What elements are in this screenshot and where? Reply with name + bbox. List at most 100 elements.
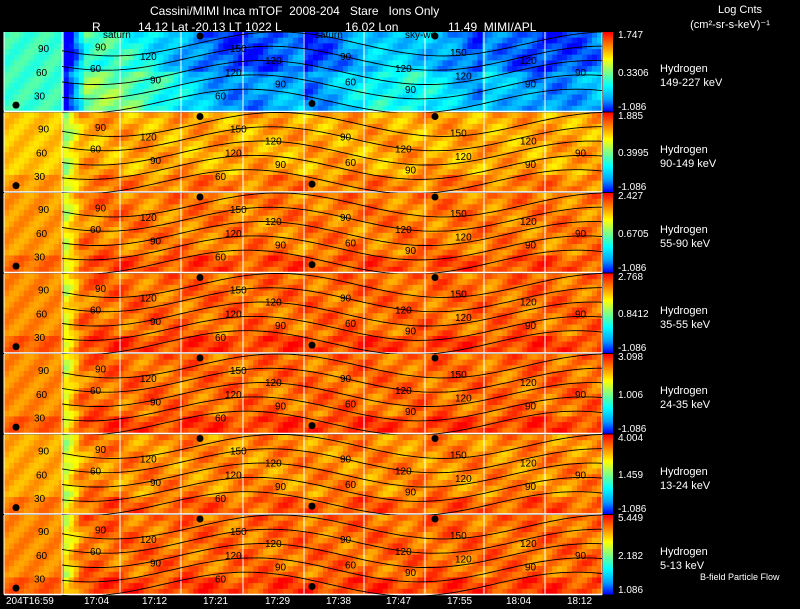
heatmap-cell: [203, 123, 209, 131]
heatmap-cell: [53, 169, 60, 176]
heatmap-cell: [143, 261, 150, 268]
heatmap-cell: [93, 71, 100, 78]
heatmap-cell: [452, 43, 458, 50]
heatmap-cell: [362, 163, 369, 170]
heatmap-cell: [78, 193, 85, 200]
heatmap-cell: [238, 227, 244, 234]
heatmap-cell: [63, 186, 70, 193]
heatmap-cell: [168, 100, 174, 107]
heatmap-cell: [198, 135, 204, 142]
heatmap-cell: [128, 140, 135, 148]
heatmap-cell: [377, 174, 384, 182]
heatmap-cell: [347, 49, 354, 56]
heatmap-cell: [113, 210, 120, 217]
heatmap-cell: [397, 88, 404, 95]
heatmap-cell: [317, 215, 324, 222]
heatmap-cell: [298, 32, 304, 39]
heatmap-cell: [392, 118, 399, 125]
heatmap-cell: [572, 227, 578, 234]
heatmap-cell: [407, 129, 414, 136]
heatmap-cell: [407, 54, 414, 61]
heatmap-cell: [462, 244, 468, 251]
heatmap-cell: [298, 163, 304, 170]
heatmap-cell: [457, 186, 463, 193]
heatmap-cell: [258, 169, 264, 176]
heatmap-cell: [38, 88, 45, 95]
heatmap-cell: [158, 71, 164, 78]
heatmap-cell: [168, 186, 174, 193]
heatmap-cell: [203, 100, 209, 107]
heatmap-cell: [492, 77, 498, 84]
heatmap-cell: [532, 244, 538, 251]
heatmap-cell: [592, 157, 598, 165]
heatmap-cell: [592, 215, 598, 222]
heatmap-cell: [278, 49, 284, 56]
heatmap-cell: [263, 163, 269, 170]
heatmap-cell: [218, 129, 224, 136]
heatmap-cell: [173, 60, 179, 67]
heatmap-cell: [502, 261, 508, 268]
heatmap-cell: [168, 204, 174, 211]
heatmap-cell: [312, 37, 319, 44]
heatmap-cell: [472, 37, 478, 44]
heatmap-cell: [188, 169, 194, 176]
heatmap-cell: [562, 100, 568, 107]
heatmap-cell: [597, 215, 603, 222]
heatmap-cell: [48, 66, 55, 73]
heatmap-cell: [497, 169, 503, 176]
heatmap-cell: [492, 94, 498, 101]
heatmap-cell: [163, 198, 169, 205]
heatmap-cell: [417, 112, 424, 119]
heatmap-cell: [83, 105, 90, 112]
heatmap-cell: [103, 198, 110, 205]
heatmap-cell: [293, 54, 299, 61]
heatmap-cell: [163, 163, 169, 170]
heatmap-cell: [248, 60, 254, 67]
heatmap-cell: [432, 123, 439, 131]
heatmap-cell: [522, 77, 528, 84]
heatmap-cell: [173, 255, 179, 262]
heatmap-cell: [502, 198, 508, 205]
heatmap-cell: [332, 169, 339, 176]
heatmap-cell: [18, 261, 25, 268]
heatmap-cell: [53, 146, 60, 153]
heatmap-cell: [208, 180, 214, 187]
heatmap-cell: [138, 140, 145, 148]
heatmap-cell: [577, 204, 583, 211]
heatmap-cell: [412, 232, 419, 239]
heatmap-cell: [492, 157, 498, 165]
heatmap-cell: [218, 123, 224, 131]
contour-label: 120: [265, 56, 282, 67]
heatmap-cell: [223, 118, 229, 125]
heatmap-cell: [372, 232, 379, 239]
heatmap-cell: [288, 227, 294, 234]
heatmap-cell: [322, 180, 329, 187]
heatmap-cell: [377, 54, 384, 61]
heatmap-cell: [587, 180, 593, 187]
heatmap-cell: [253, 163, 259, 170]
heatmap-cell: [362, 94, 369, 101]
heatmap-cell: [447, 140, 453, 148]
heatmap-cell: [387, 112, 394, 119]
heatmap-cell: [4, 215, 10, 222]
heatmap-cell: [183, 221, 189, 228]
heatmap-cell: [427, 174, 434, 182]
heatmap-cell: [158, 54, 164, 61]
heatmap-cell: [173, 37, 179, 44]
heatmap-cell: [437, 210, 444, 217]
heatmap-cell: [402, 221, 409, 228]
heatmap-cell: [93, 249, 100, 256]
heatmap-cell: [118, 261, 125, 268]
heatmap-cell: [183, 66, 189, 73]
heatmap-cell: [23, 238, 30, 245]
heatmap-cell: [382, 43, 389, 50]
heatmap-cell: [547, 238, 553, 245]
heatmap-cell: [103, 215, 110, 222]
heatmap-cell: [238, 174, 244, 182]
heatmap-cell: [582, 227, 588, 234]
heatmap-cell: [203, 77, 209, 84]
heatmap-cell: [427, 140, 434, 148]
heatmap-cell: [482, 94, 488, 101]
heatmap-cell: [248, 118, 254, 125]
heatmap-cell: [452, 193, 458, 200]
